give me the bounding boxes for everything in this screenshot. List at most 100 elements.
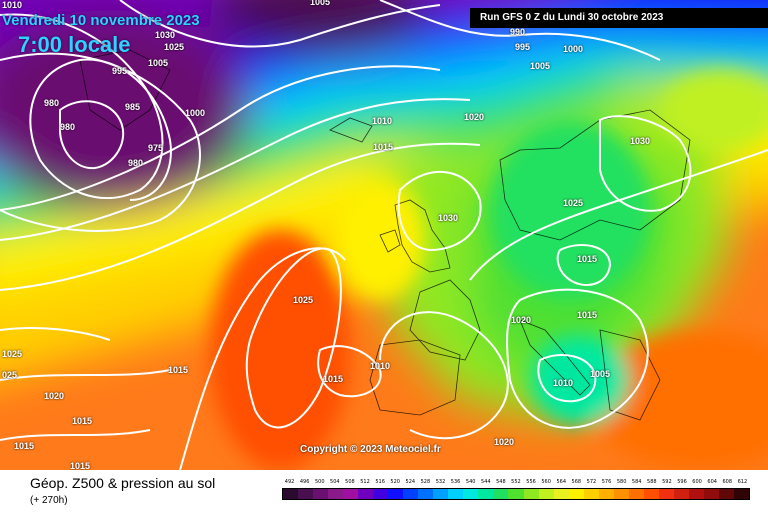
legend-swatch [448, 489, 464, 499]
legend-value: 580 [616, 479, 627, 485]
legend-value: 584 [631, 479, 642, 485]
isobar-label: 1005 [148, 58, 169, 68]
isobar-label: 1015 [373, 142, 394, 152]
isobar-label: 980 [128, 158, 144, 168]
isobar-label: 985 [125, 102, 141, 112]
forecast-date: Vendredi 10 novembre 2023 [2, 12, 200, 29]
legend-swatch [553, 489, 569, 499]
weather-map: Vendredi 10 novembre 2023 7:00 locale Ru… [0, 0, 768, 470]
legend-value: 540 [465, 479, 476, 485]
legend-swatch [283, 489, 299, 499]
isobar-label: 025 [2, 370, 18, 380]
legend-swatch [403, 489, 419, 499]
legend-value: 612 [737, 479, 748, 485]
legend-value: 552 [511, 479, 521, 485]
isobar-label: 1020 [44, 391, 65, 401]
legend-value: 516 [375, 479, 385, 485]
isobar-label: 1005 [310, 0, 331, 7]
isobar-label: 1015 [577, 310, 598, 320]
legend-value: 588 [647, 479, 657, 485]
isobar-label: 1025 [2, 349, 23, 359]
legend-value: 564 [556, 479, 566, 485]
legend-value: 532 [435, 479, 446, 485]
isobar-label: 1025 [164, 42, 185, 52]
legend-value: 528 [420, 479, 431, 485]
legend-swatch [583, 489, 599, 499]
footer: Géop. Z500 & pression au sol (+ 270h) 49… [0, 470, 768, 512]
isobar-label: 995 [112, 66, 128, 76]
isobar-label: 1020 [511, 315, 532, 325]
legend-swatch [718, 489, 734, 499]
legend-value: 596 [677, 479, 687, 485]
isobar-label: 1010 [553, 378, 574, 388]
isobar-label: 1000 [185, 108, 206, 118]
legend-value: 560 [541, 479, 551, 485]
isobar-label: 1010 [372, 116, 393, 126]
legend-swatch [358, 489, 374, 499]
isobar-label: 1010 [370, 361, 391, 371]
legend-swatch [538, 489, 554, 499]
isobar-label: 1015 [168, 365, 189, 375]
legend-swatch [643, 489, 659, 499]
legend-swatch [313, 489, 329, 499]
isobar-label: 1020 [494, 437, 515, 447]
legend-swatch [373, 489, 389, 499]
isobar-label: 995 [515, 42, 531, 52]
isobar-label: 1030 [155, 30, 176, 40]
legend-swatch [328, 489, 344, 499]
isobar-label: 1010 [2, 0, 23, 10]
legend-value: 524 [405, 479, 416, 485]
isobar-label: 1015 [323, 374, 344, 384]
isobar-label: 1015 [70, 461, 91, 470]
z500-field [0, 0, 768, 470]
forecast-hour: (+ 270h) [30, 495, 68, 506]
isobar-label: 1030 [630, 136, 651, 146]
legend-value: 500 [314, 479, 325, 485]
legend-swatch [493, 489, 509, 499]
isobar-label: 1005 [590, 369, 611, 379]
legend-value: 544 [480, 479, 491, 485]
legend-swatch [508, 489, 524, 499]
legend-swatch [703, 489, 719, 499]
legend-swatch [478, 489, 494, 499]
legend-swatch [628, 489, 644, 499]
legend-value: 496 [299, 479, 310, 485]
legend-swatch [523, 489, 539, 499]
legend-value: 548 [496, 479, 506, 485]
legend-value: 568 [571, 479, 582, 485]
isobar-label: 1015 [14, 441, 35, 451]
legend-value: 508 [345, 479, 355, 485]
legend-swatch [673, 489, 689, 499]
isobar-label: 1030 [438, 213, 459, 223]
legend-value: 512 [360, 479, 370, 485]
isobar-label: 1025 [563, 198, 584, 208]
legend-swatch [433, 489, 449, 499]
isobar-label: 1025 [293, 295, 314, 305]
legend-value: 604 [707, 479, 717, 485]
legend-colorbar [282, 488, 750, 500]
legend-swatch [298, 489, 314, 499]
isobar-label: 975 [148, 143, 164, 153]
legend-swatch [733, 489, 749, 499]
isobar-label: 1020 [464, 112, 485, 122]
legend-value: 520 [390, 479, 400, 485]
legend-swatch [418, 489, 434, 499]
isobar-label: 990 [510, 27, 526, 37]
legend-swatch [568, 489, 584, 499]
legend-value: 600 [692, 479, 702, 485]
legend-value: 556 [526, 479, 536, 485]
isobar-label: 1015 [72, 416, 93, 426]
run-info: Run GFS 0 Z du Lundi 30 octobre 2023 [470, 8, 768, 28]
legend-labels: 492 496 500 504 508 512 516 520 524 528 532 536 540 5… [282, 479, 750, 485]
isobar-label: 980 [60, 122, 76, 132]
isobar-label: 980 [44, 98, 60, 108]
legend-value: 592 [662, 479, 672, 485]
isobar-label: 1005 [530, 61, 551, 71]
legend-value: 504 [330, 479, 340, 485]
coastlines [79, 49, 691, 421]
legend-value: 492 [284, 479, 295, 485]
legend-swatch [658, 489, 674, 499]
forecast-time: 7:00 locale [18, 32, 131, 57]
copyright: Copyright © 2023 Meteociel.fr [300, 444, 441, 455]
legend-value: 572 [586, 479, 597, 485]
